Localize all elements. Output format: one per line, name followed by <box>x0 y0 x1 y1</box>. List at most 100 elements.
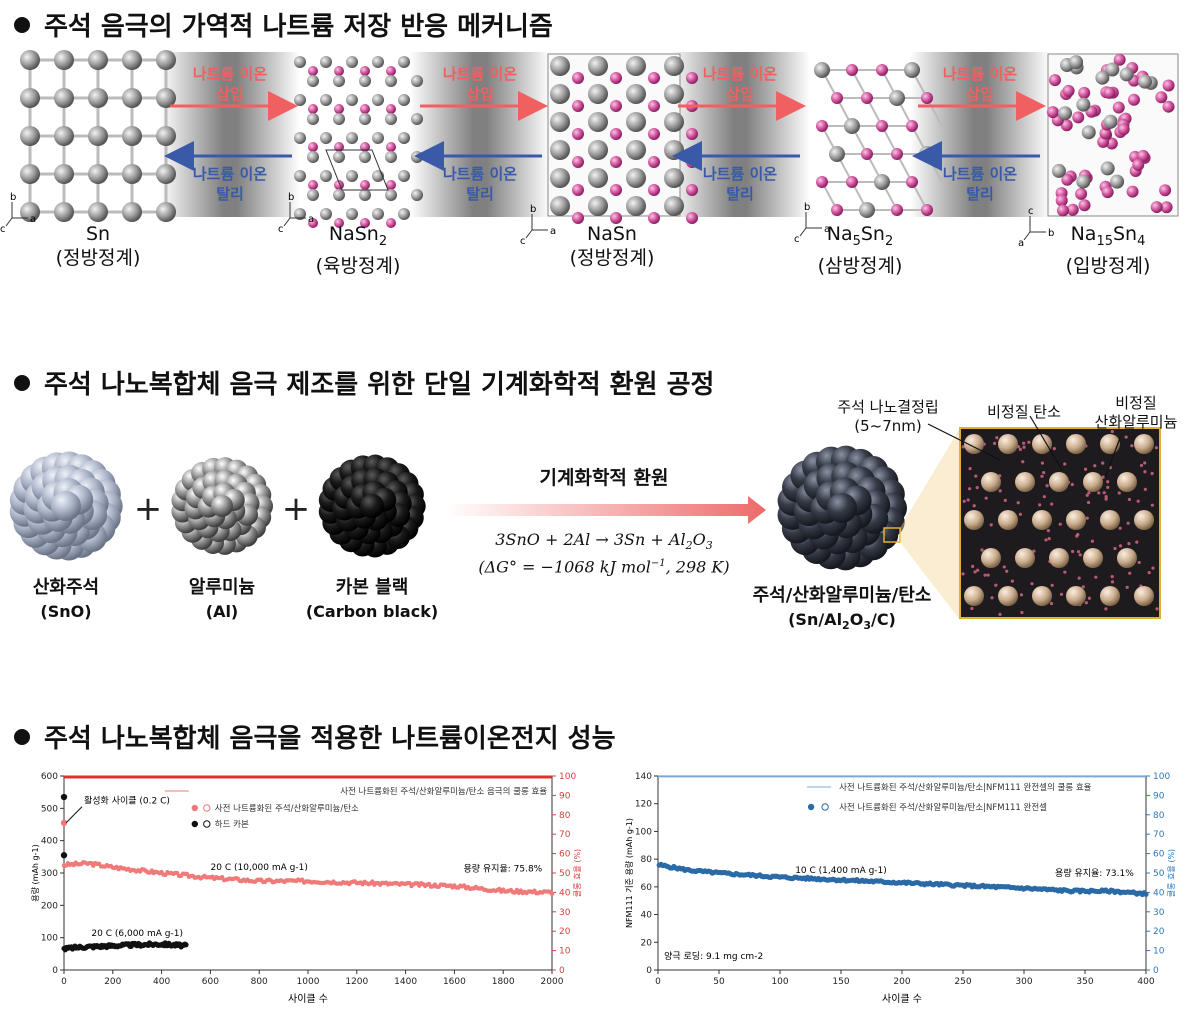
y-tick-label: 0 <box>52 966 58 976</box>
sn-atom <box>385 189 397 201</box>
y2-tick-label: 40 <box>1153 888 1165 898</box>
na-atom <box>1048 74 1061 87</box>
insert-label: 나트륨 이온 삽입 <box>442 65 518 103</box>
annotation-retention: 용량 유지율: 75.8% <box>463 862 542 874</box>
oxygen-atom <box>1022 445 1026 449</box>
callout-carbon: 비정질 탄소 <box>987 403 1061 421</box>
oxygen-atom <box>989 523 993 527</box>
y-axis-label: NFM111 기준 용량 (mAh g-1) <box>624 818 634 928</box>
y2-tick-label: 60 <box>559 850 571 860</box>
oxygen-atom <box>1070 549 1075 554</box>
sn-atom <box>307 151 319 163</box>
capacity-point <box>1143 891 1149 897</box>
na-atom <box>572 212 584 224</box>
oxygen-atom <box>1139 463 1144 468</box>
sn-atom <box>346 56 358 68</box>
oxygen-atom <box>1093 464 1097 468</box>
oxygen-atom <box>966 498 970 502</box>
oxygen-atom <box>1032 549 1036 553</box>
y-tick-label: 100 <box>635 827 652 837</box>
na-atom <box>1103 86 1116 99</box>
phase-system: (육방정계) <box>315 254 401 277</box>
al-particle-cluster <box>171 457 273 555</box>
section2-heading: 주석 나노복합체 음극 제조를 위한 단일 기계화학적 환원 공정 <box>14 364 714 401</box>
oxygen-atom <box>1143 461 1147 465</box>
phase-formula: Na15Sn4 <box>1070 223 1146 249</box>
sn-atom <box>385 151 397 163</box>
sn-atom <box>904 62 920 78</box>
oxygen-atom <box>992 441 997 445</box>
sno-particle <box>51 491 81 521</box>
x-tick-label: 400 <box>1137 977 1154 987</box>
sn-atom <box>1051 163 1066 178</box>
na-atom <box>686 72 698 84</box>
section2-title: 주석 나노복합체 음극 제조를 위한 단일 기계화학적 환원 공정 <box>44 370 715 400</box>
nasn2-structure <box>294 56 423 228</box>
sn-atom <box>664 112 684 132</box>
oxygen-atom <box>973 570 977 574</box>
oxygen-atom <box>1110 429 1114 434</box>
oxygen-atom <box>1126 521 1130 525</box>
oxygen-atom <box>1151 566 1155 570</box>
y-tick-label: 100 <box>41 934 58 944</box>
sn-atom <box>550 112 570 132</box>
sn-atom <box>814 62 830 78</box>
sn-atom <box>320 132 332 144</box>
sn-atom <box>333 75 345 87</box>
sn-atom <box>156 164 176 184</box>
axis-label: c <box>794 234 800 245</box>
oxygen-atom <box>1087 596 1091 600</box>
sn-atom <box>333 151 345 163</box>
sn-atom <box>889 90 905 106</box>
na-atom <box>386 142 396 152</box>
oxygen-atom <box>1027 440 1031 444</box>
oxygen-atom <box>1090 539 1095 543</box>
y-tick-label: 0 <box>646 966 652 976</box>
sn-atom <box>626 84 646 104</box>
sn-atom <box>320 208 332 220</box>
x-tick-label: 0 <box>655 977 661 987</box>
legend-swatch <box>191 804 198 812</box>
x-tick-label: 1600 <box>443 977 466 987</box>
sn-atom <box>398 94 410 106</box>
axis-label: a <box>1018 238 1024 249</box>
sn-atom <box>588 140 608 160</box>
extract-label: 나트륨 이온 탈리 <box>702 165 778 203</box>
oxygen-atom <box>1052 447 1056 451</box>
sn-atom <box>550 84 570 104</box>
annotation-retention: 용량 유지율: 73.1% <box>1055 867 1134 879</box>
sn-nanocrystal <box>1066 434 1086 454</box>
x-tick-label: 250 <box>954 977 971 987</box>
sn-atom <box>372 94 384 106</box>
sn-atom <box>588 56 608 76</box>
oxygen-atom <box>1085 516 1089 520</box>
sn-atom <box>550 56 570 76</box>
sn-nanocrystal <box>981 548 1001 568</box>
y2-tick-label: 10 <box>559 947 571 957</box>
oxygen-atom <box>1022 441 1026 445</box>
na-atom <box>861 92 873 104</box>
plus-icon: + <box>134 489 163 529</box>
callout-line <box>1029 415 1063 471</box>
na-atom <box>1078 86 1091 99</box>
na-atom <box>334 66 344 76</box>
oxygen-atom <box>1076 550 1081 554</box>
na-atom <box>876 120 888 132</box>
oxygen-atom <box>1130 444 1134 448</box>
sn-atom <box>844 118 860 134</box>
y2-tick-label: 70 <box>1153 830 1165 840</box>
sn-atom <box>588 112 608 132</box>
oxygen-atom <box>1155 607 1159 611</box>
na-atom <box>1075 187 1088 200</box>
oxygen-atom <box>1050 502 1054 506</box>
oxygen-atom <box>1078 553 1082 557</box>
sn-nanocrystal <box>1015 548 1035 568</box>
oxygen-atom <box>1063 462 1067 466</box>
transition-band <box>910 52 1050 217</box>
oxygen-atom <box>976 568 980 572</box>
sn-atom <box>664 56 684 76</box>
product-particle-cluster <box>777 445 907 571</box>
section3-title: 주석 나노복합체 음극을 적용한 나트륨이온전지 성능 <box>44 724 616 754</box>
oxygen-atom <box>1104 607 1108 611</box>
sn-nanocrystal <box>1083 472 1103 492</box>
